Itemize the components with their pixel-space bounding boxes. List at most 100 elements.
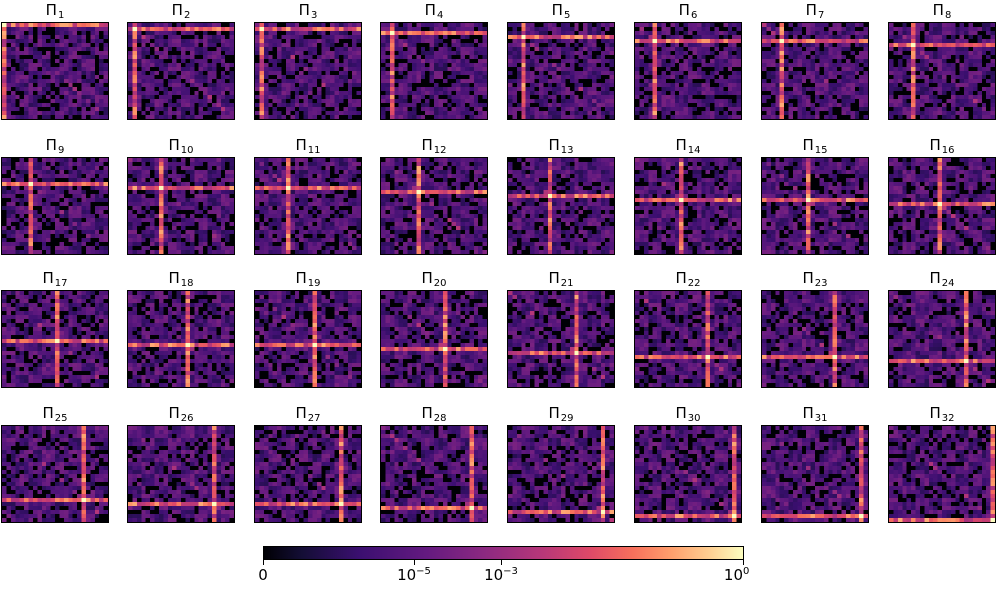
heatmap-cell <box>403 71 408 75</box>
heatmap-cell <box>403 111 408 115</box>
heatmap-cell <box>837 111 842 115</box>
heatmap-cell <box>68 95 73 99</box>
heatmap-cell <box>216 71 221 75</box>
heatmap-cell <box>723 51 728 55</box>
heatmap-cell <box>181 87 186 91</box>
heatmap-cell <box>950 59 956 63</box>
heatmap-cell <box>299 23 304 27</box>
heatmap-cell <box>10 39 16 43</box>
heatmap-cell <box>977 59 982 63</box>
heatmap-cell <box>850 27 855 31</box>
heatmap-cell <box>132 87 137 91</box>
heatmap-cell <box>63 115 69 119</box>
heatmap-cell <box>6 95 11 99</box>
heatmap-cell <box>85 186 91 190</box>
heatmap-cell <box>2 182 7 186</box>
heatmap-cell <box>897 31 903 35</box>
heatmap-cell <box>420 67 426 71</box>
heatmap-cell <box>583 71 588 75</box>
heatmap-cell <box>679 103 684 107</box>
heatmap-cell <box>347 79 353 83</box>
heatmap-cell <box>185 87 190 91</box>
heatmap-cell <box>259 103 264 107</box>
heatmap-cell <box>701 95 706 99</box>
heatmap-cell <box>565 87 570 91</box>
heatmap-cell <box>710 35 715 39</box>
heatmap-cell <box>460 27 465 31</box>
heatmap-cell <box>508 39 513 43</box>
heatmap-cell <box>521 87 526 91</box>
heatmap-cell <box>185 27 190 31</box>
heatmap-cell <box>788 27 793 31</box>
heatmap-cell <box>416 107 421 111</box>
heatmap-cell <box>981 87 987 91</box>
heatmap-cell <box>806 107 811 111</box>
heatmap-cell <box>635 95 640 99</box>
heatmap-cell <box>639 71 644 75</box>
heatmap-cell <box>429 67 434 71</box>
heatmap-cell <box>68 186 73 190</box>
heatmap-cell <box>643 95 649 99</box>
heatmap-cell <box>964 79 969 83</box>
heatmap-cell <box>538 27 544 31</box>
heatmap-cell <box>321 35 326 39</box>
heatmap-cell <box>648 27 653 31</box>
heatmap-cell <box>591 99 597 103</box>
heatmap-cell <box>674 39 680 43</box>
heatmap-cell <box>68 87 73 91</box>
heatmap-cell <box>442 91 448 95</box>
heatmap-cell <box>683 75 688 79</box>
heatmap-cell <box>420 115 426 119</box>
heatmap-cell <box>635 63 640 67</box>
heatmap-cell <box>692 59 697 63</box>
heatmap-cell <box>525 111 531 115</box>
heatmap-cell <box>321 47 326 51</box>
heatmap-cell <box>59 35 64 39</box>
heatmap-cell <box>456 115 461 119</box>
heatmap-cell <box>99 87 104 91</box>
heatmap-cell <box>832 103 838 107</box>
heatmap-cell <box>538 63 544 67</box>
heatmap-cell <box>661 39 666 43</box>
heatmap-cell <box>609 71 614 75</box>
heatmap-cell <box>665 55 671 59</box>
heatmap-cell <box>924 63 929 67</box>
heatmap-cell <box>343 111 348 115</box>
heatmap-cell <box>718 47 724 51</box>
heatmap-matrix <box>1 22 109 120</box>
heatmap-cell <box>420 35 426 39</box>
heatmap-cell <box>661 75 666 79</box>
heatmap-cell <box>356 99 361 103</box>
heatmap-cell <box>552 111 557 115</box>
heatmap-cell <box>828 23 833 27</box>
heatmap-cell <box>41 198 47 202</box>
heatmap-cell <box>259 87 264 91</box>
heatmap-cell <box>937 47 942 51</box>
heatmap-cell <box>889 51 894 55</box>
heatmap-cell <box>819 91 824 95</box>
heatmap-cell <box>41 83 47 87</box>
heatmap-cell <box>6 186 11 190</box>
heatmap-cell <box>596 51 601 55</box>
heatmap-cell <box>837 115 842 119</box>
heatmap-cell <box>285 103 291 107</box>
heatmap-cell <box>451 27 457 31</box>
heatmap-cell <box>6 23 11 27</box>
heatmap-cell <box>823 99 829 103</box>
heatmap-cell <box>696 55 702 59</box>
heatmap-cell <box>775 79 780 83</box>
heatmap-cell <box>50 55 55 59</box>
heatmap-cell <box>394 95 399 99</box>
heatmap-cell <box>229 79 234 83</box>
heatmap-cell <box>456 83 461 87</box>
heatmap-cell <box>915 43 920 47</box>
heatmap-cell <box>85 166 91 170</box>
heatmap-cell <box>797 35 802 39</box>
heatmap-cell <box>194 39 199 43</box>
heatmap-cell <box>90 67 95 71</box>
heatmap-cell <box>176 91 181 95</box>
heatmap-cell <box>482 47 487 51</box>
heatmap-cell <box>784 67 789 71</box>
heatmap-cell <box>688 115 693 119</box>
heatmap-cell <box>955 51 960 55</box>
